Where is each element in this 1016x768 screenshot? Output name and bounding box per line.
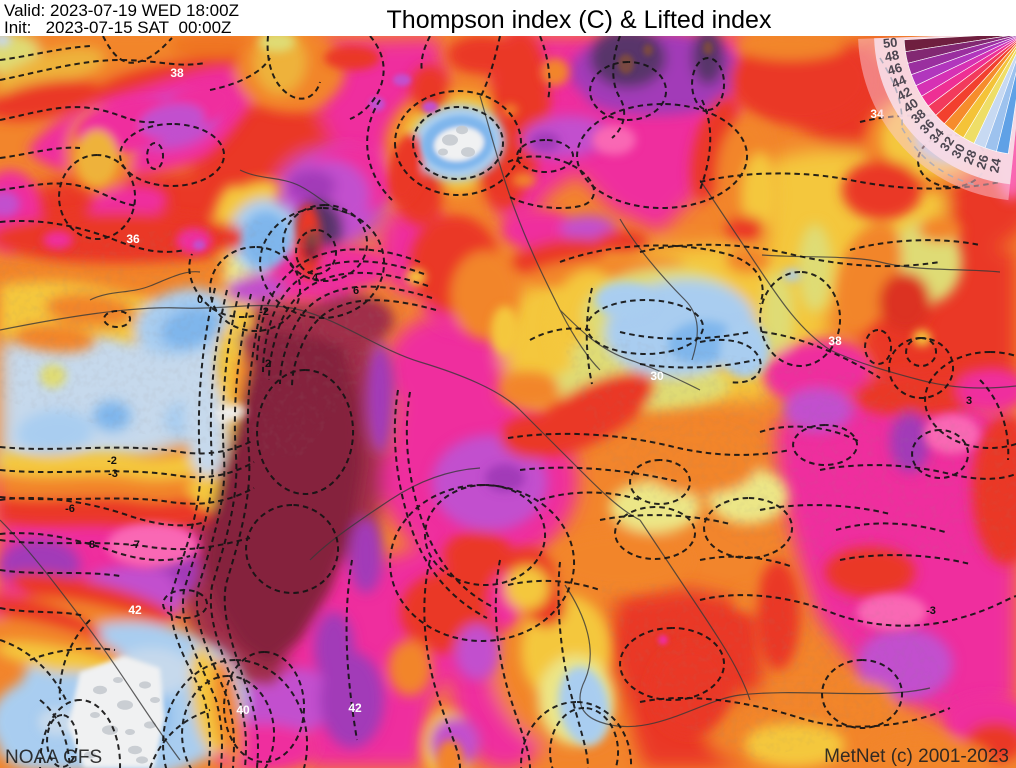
svg-text:-7: -7 — [130, 539, 140, 551]
svg-text:50: 50 — [882, 35, 898, 51]
svg-text:Init: 2023-07-15 SAT 00:00Z: Init: 2023-07-15 SAT 00:00Z — [4, 18, 231, 37]
svg-text:32: 32 — [937, 134, 958, 154]
svg-text:46: 46 — [886, 60, 904, 79]
svg-text:26: 26 — [973, 153, 992, 171]
svg-text:NOAA GFS: NOAA GFS — [5, 747, 102, 768]
svg-text:30: 30 — [650, 369, 664, 383]
svg-text:-3: -3 — [926, 605, 936, 617]
svg-text:-3: -3 — [108, 468, 118, 480]
svg-text:Valid: 2023-07-19 WED 18:00Z: Valid: 2023-07-19 WED 18:00Z — [4, 1, 239, 20]
svg-text:6: 6 — [353, 285, 359, 297]
svg-text:MetNet (c) 2001-2023: MetNet (c) 2001-2023 — [824, 746, 1009, 767]
svg-text:-6: -6 — [65, 503, 75, 515]
svg-text:44: 44 — [889, 72, 909, 92]
svg-text:42: 42 — [348, 701, 362, 715]
svg-text:8: 8 — [89, 539, 95, 551]
svg-text:3: 3 — [966, 395, 972, 407]
svg-text:2: 2 — [265, 358, 271, 370]
svg-text:30: 30 — [948, 141, 968, 161]
svg-text:36: 36 — [126, 232, 140, 246]
svg-text:Thompson index (C) & Lifted in: Thompson index (C) & Lifted index — [387, 6, 772, 34]
svg-text:28: 28 — [960, 147, 979, 166]
svg-text:38: 38 — [828, 334, 842, 348]
svg-text:4: 4 — [312, 272, 319, 284]
svg-text:40: 40 — [901, 95, 921, 116]
svg-text:42: 42 — [128, 603, 142, 617]
svg-text:24: 24 — [986, 156, 1004, 174]
svg-text:0: 0 — [197, 294, 203, 306]
svg-text:-2: -2 — [107, 455, 117, 467]
svg-text:-2: -2 — [259, 306, 269, 318]
svg-text:38: 38 — [170, 66, 184, 80]
svg-text:48: 48 — [883, 47, 900, 65]
svg-text:40: 40 — [236, 703, 250, 717]
